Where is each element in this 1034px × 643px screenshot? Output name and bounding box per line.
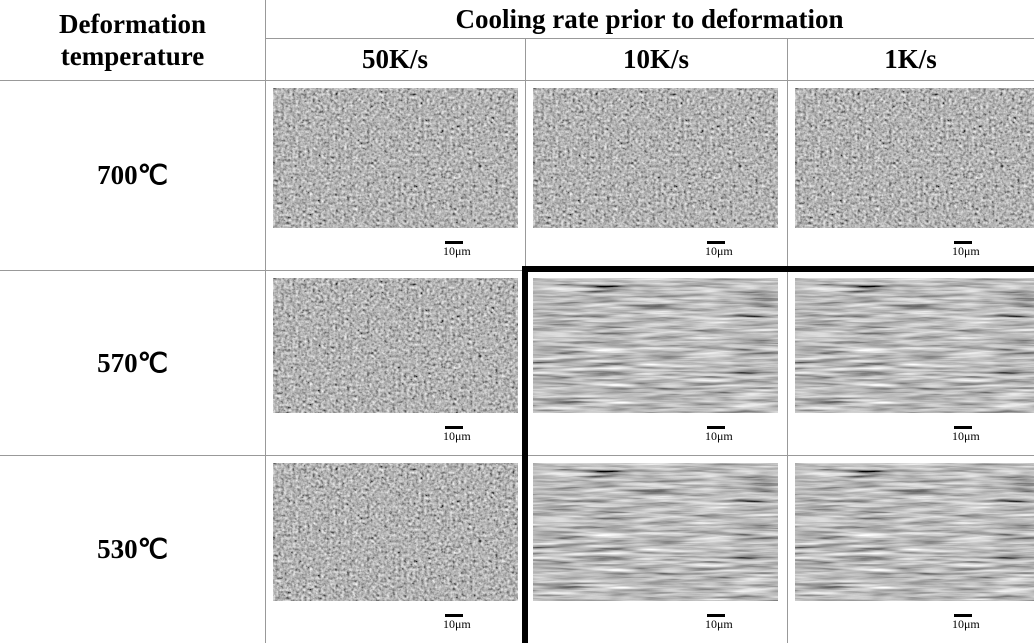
scale-bar-label: 10μm (443, 426, 471, 444)
micrograph (273, 463, 518, 601)
texture (533, 463, 778, 601)
column-header: 1K/s (884, 44, 937, 74)
group-header: Cooling rate prior to deformation (455, 4, 844, 34)
scale-bar (707, 614, 725, 617)
scale-bar-label: 10μm (952, 426, 980, 444)
scale-bar (707, 241, 725, 244)
highlight-frame (522, 266, 1034, 643)
rule (0, 80, 1034, 81)
scale-bar-label: 10μm (443, 614, 471, 632)
rule (0, 270, 1034, 271)
scale-bar-label: 10μm (705, 614, 733, 632)
micrograph (533, 278, 778, 413)
micrograph (795, 463, 1034, 601)
rule (265, 0, 266, 643)
scale-bar (445, 241, 463, 244)
row-label: 570℃ (97, 347, 168, 378)
scale-bar-label: 10μm (705, 426, 733, 444)
texture (273, 88, 518, 228)
scale-bar (954, 426, 972, 429)
rule (265, 38, 1034, 39)
micrograph (273, 278, 518, 413)
scale-bar-label: 10μm (443, 241, 471, 259)
column-header: 10K/s (622, 44, 689, 74)
texture (795, 88, 1034, 228)
rule (0, 455, 1034, 456)
texture (533, 88, 778, 228)
scale-bar (445, 426, 463, 429)
scale-bar-label: 10μm (952, 614, 980, 632)
micrograph (533, 463, 778, 601)
row-header-label: Deformation temperature (59, 9, 206, 71)
texture (795, 278, 1034, 413)
texture (533, 278, 778, 413)
scale-bar (445, 614, 463, 617)
micrograph (795, 278, 1034, 413)
scale-bar-label: 10μm (952, 241, 980, 259)
rule (787, 38, 788, 643)
micrograph (533, 88, 778, 228)
row-label: 530℃ (97, 534, 168, 564)
micrograph (273, 88, 518, 228)
scale-bar (707, 426, 725, 429)
texture (273, 463, 518, 601)
scale-bar (954, 241, 972, 244)
texture (795, 463, 1034, 601)
row-label: 700℃ (97, 160, 168, 190)
micrograph (795, 88, 1034, 228)
texture (273, 278, 518, 413)
column-header: 50K/s (361, 44, 428, 74)
scale-bar-label: 10μm (705, 241, 733, 259)
scale-bar (954, 614, 972, 617)
